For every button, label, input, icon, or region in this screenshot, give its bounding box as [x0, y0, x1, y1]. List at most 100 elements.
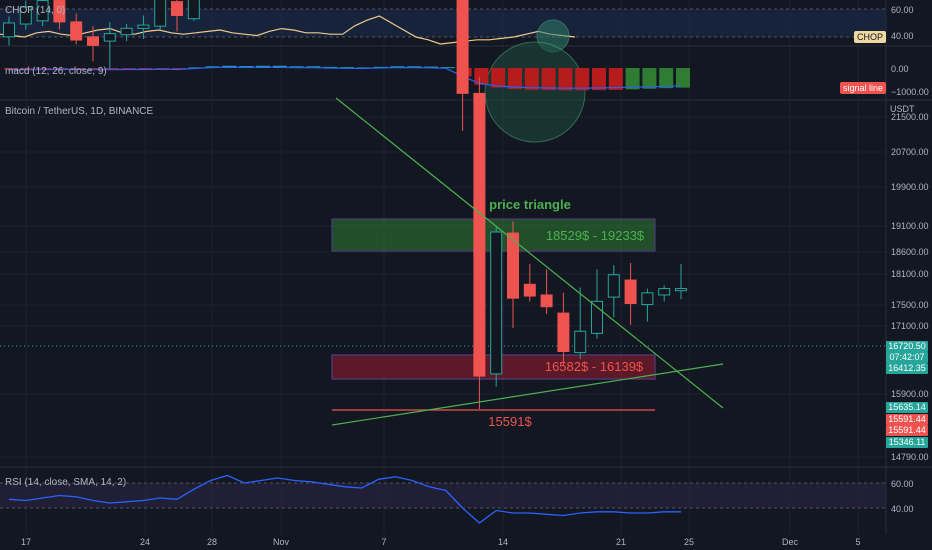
chop-band [0, 9, 886, 37]
candle-body [19, 6, 32, 25]
chop-badge: CHOP [853, 31, 886, 43]
macd-histogram-bar [592, 68, 606, 91]
candle-body [53, 0, 66, 23]
macd-histogram-bar [121, 68, 136, 69]
time-tick-label: 24 [140, 537, 150, 547]
macd-line [8, 66, 682, 89]
symbol-title: Bitcoin / TetherUS, 1D, BINANCE [5, 106, 154, 117]
price-tick-label: 18600.00 [891, 247, 929, 257]
macd-highlight-circle [484, 41, 586, 143]
time-tick-label: 7 [381, 537, 386, 547]
price-tag: 16720.50 [886, 341, 928, 352]
price-tag: 07:42:07 [886, 352, 928, 363]
candle-body [574, 330, 587, 354]
macd-histogram-bar [642, 68, 657, 89]
candle-body [490, 231, 503, 375]
macd-indicator-label: macd (12, 26, close, 9) [5, 66, 107, 77]
macd-histogram-bar [71, 68, 86, 69]
macd-histogram-bar [4, 68, 18, 70]
time-tick-label: Dec [782, 537, 799, 547]
candle-body [120, 27, 133, 36]
price-tag: 16412.35 [886, 363, 928, 374]
support-label: 15591$ [488, 414, 532, 429]
rsi-indicator-label: RSI (14, close, SMA, 14, 2) [5, 477, 127, 488]
price-tag: 15591.44 [886, 414, 928, 425]
price-axis: 21500.00 20700.00 19900.00 19100.00 18600.00… [891, 112, 929, 462]
macd-histogram-bar [474, 68, 489, 85]
price-tick-label: 14790.00 [891, 452, 929, 462]
candle-body [507, 232, 519, 299]
candle-body [36, 0, 49, 22]
rsi-pane: 60.00 40.00 [0, 474, 914, 524]
candle-body [523, 283, 536, 297]
candle-body [641, 292, 654, 306]
rsi-tick-label: 60.00 [891, 479, 914, 489]
macd-histogram-bar [440, 67, 455, 69]
macd-histogram-bar [138, 68, 153, 69]
rsi-line [8, 474, 681, 524]
macd-histogram-bar [676, 68, 690, 88]
candle-body [607, 274, 620, 298]
candle-body [137, 24, 150, 29]
macd-histogram-bar [491, 68, 506, 88]
chop-pane: 60.00 40.00 [0, 5, 914, 53]
macd-histogram-bar [88, 68, 102, 69]
candle-body [624, 279, 637, 305]
candle-body [187, 0, 200, 20]
time-tick-label: 17 [21, 537, 31, 547]
macd-tick-label: −1000.00 [891, 87, 929, 97]
time-axis: 17 24 28 Nov 7 14 21 25 Dec 5 [21, 537, 861, 547]
candle-body [591, 300, 603, 334]
macd-tick-label: 0.00 [891, 64, 909, 74]
macd-histogram-bar [37, 68, 52, 69]
price-tick-label: 15900.00 [891, 389, 929, 399]
price-tag: 15635.14 [886, 402, 928, 413]
candle-body [103, 33, 116, 42]
macd-histogram-bar [340, 67, 354, 69]
time-tick-label: 21 [616, 537, 626, 547]
price-tick-label: 17500.00 [891, 300, 929, 310]
price-tick-label: 21500.00 [891, 112, 929, 122]
chop-tick-label: 60.00 [891, 5, 914, 15]
price-tick-label: 20700.00 [891, 147, 929, 157]
macd-histogram-bar [155, 68, 170, 69]
macd-histogram-bar [172, 68, 186, 69]
price-tick-label: 17100.00 [891, 321, 929, 331]
macd-histogram-bar [524, 68, 539, 90]
macd-histogram-bar [608, 68, 623, 90]
candle-body [473, 92, 486, 377]
macd-pane: 0.00 −1000.00 [4, 41, 929, 143]
grid [0, 0, 932, 534]
green-zone-label: 18529$ - 19233$ [546, 228, 645, 243]
macd-histogram-bar [104, 68, 119, 69]
rsi-tick-label: 40.00 [891, 504, 914, 514]
candle-body [3, 22, 15, 38]
price-tick-label: 18100.00 [891, 269, 929, 279]
macd-histogram-bar [625, 68, 640, 90]
chop-indicator-label: CHOP (14, 0) [5, 5, 66, 16]
time-tick-label: 5 [855, 537, 860, 547]
time-tick-label: 14 [498, 537, 508, 547]
macd-histogram-bar [659, 68, 674, 89]
time-tick-label: 28 [207, 537, 217, 547]
candle-body [557, 312, 570, 353]
rsi-band [0, 483, 886, 508]
candle-body [87, 36, 99, 46]
macd-histogram-bar [575, 68, 590, 91]
candle-body [154, 0, 167, 27]
red-zone-label: 16582$ - 16139$ [545, 359, 644, 374]
lower-trendline [331, 363, 724, 426]
price-tick-label: 19100.00 [891, 221, 929, 231]
price-tag: 15346.11 [886, 437, 928, 448]
price-tag: 15591.44 [886, 425, 928, 436]
time-tick-label: 25 [684, 537, 694, 547]
macd-histogram-bar [54, 68, 69, 69]
upper-trendline [335, 97, 724, 409]
chop-line [0, 15, 576, 45]
chop-tick-label: 40.00 [891, 31, 914, 41]
candle-body [675, 288, 687, 292]
currency-label: USDT [890, 104, 915, 114]
time-tick-label: Nov [273, 537, 290, 547]
macd-histogram-bar [558, 68, 573, 91]
